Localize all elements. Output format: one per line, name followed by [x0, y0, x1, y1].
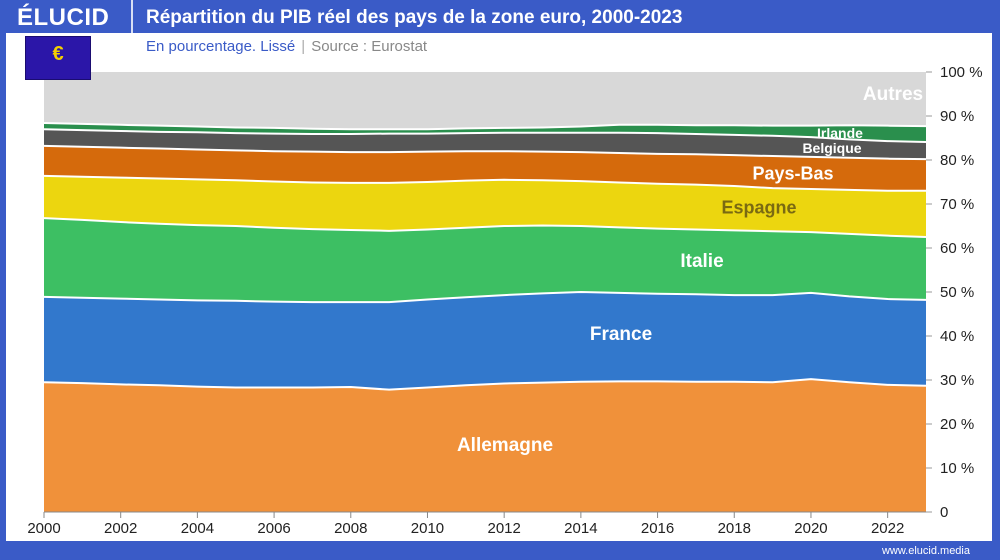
series-label-france: France	[589, 324, 653, 345]
chart-title: Répartition du PIB réel des pays de la z…	[146, 7, 683, 28]
boundary-line-france	[43, 290, 927, 304]
y-tick-label: 70 %	[940, 196, 974, 213]
area-pays-bas	[44, 145, 926, 191]
y-tick-label: 100 %	[940, 64, 983, 81]
x-tick-label: 2004	[181, 520, 214, 537]
y-tick-label: 40 %	[940, 328, 974, 345]
series-label-espagne: Espagne	[721, 197, 797, 218]
x-tick-label: 2002	[104, 520, 137, 537]
x-tick-label: 2022	[871, 520, 904, 537]
series-label-irlande: Irlande	[817, 125, 863, 141]
x-tick-label: 2020	[794, 520, 827, 537]
x-tick-label: 2016	[641, 520, 674, 537]
header-divider	[131, 0, 133, 33]
brand-logo: ÉLUCID	[17, 4, 110, 31]
boundary-line-italie	[43, 217, 927, 238]
x-tick-label: 2014	[564, 520, 597, 537]
y-tick-label: 30 %	[940, 372, 974, 389]
y-tick-label: 10 %	[940, 460, 974, 477]
boundary-line-pays-bas	[43, 144, 927, 161]
x-tick-label: 2012	[487, 520, 520, 537]
x-tick-label: 2018	[718, 520, 751, 537]
area-belgique	[44, 129, 926, 160]
chart-subtitle: En pourcentage. Lissé | Source : Eurostat	[146, 38, 427, 55]
boundary-line-allemagne	[43, 378, 927, 391]
x-tick-label: 2000	[27, 520, 60, 537]
y-tick-label: 80 %	[940, 152, 974, 169]
y-tick-label: 90 %	[940, 108, 974, 125]
series-label-pays-bas: Pays-Bas	[752, 163, 834, 184]
subtitle-separator: |	[301, 38, 306, 55]
series-label-autres: Autres	[862, 84, 924, 105]
boundary-line-belgique	[43, 128, 927, 143]
area-espagne	[44, 175, 926, 237]
footer-url[interactable]: www.elucid.media	[881, 545, 970, 557]
area-italie	[44, 218, 926, 303]
area-allemagne	[44, 379, 926, 512]
x-tick-label: 2010	[411, 520, 444, 537]
area-france	[44, 292, 926, 390]
series-label-belgique: Belgique	[802, 140, 862, 156]
boundary-line-espagne	[43, 174, 926, 192]
x-tick-label: 2008	[334, 520, 367, 537]
eu-flag-euro-icon: €	[25, 36, 91, 80]
y-tick-label: 20 %	[940, 416, 974, 433]
boundary-line-irlande	[43, 122, 927, 131]
y-tick-label: 50 %	[940, 284, 974, 301]
source-text: Source : Eurostat	[311, 38, 428, 55]
area-autres	[44, 72, 926, 130]
series-label-allemagne: Allemagne	[456, 435, 554, 456]
series-label-italie: Italie	[680, 251, 724, 272]
subtitle-text: En pourcentage. Lissé	[146, 38, 296, 55]
y-tick-label: 0	[940, 504, 948, 521]
x-tick-label: 2006	[257, 520, 290, 537]
y-tick-label: 60 %	[940, 240, 974, 257]
